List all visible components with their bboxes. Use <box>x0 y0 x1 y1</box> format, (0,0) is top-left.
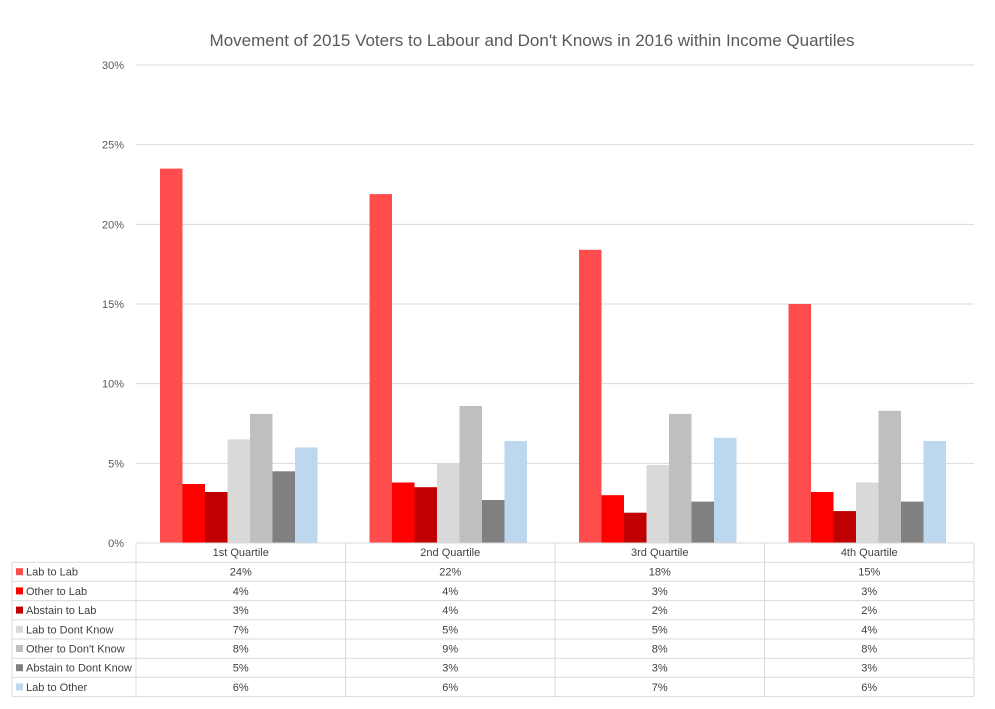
bar <box>691 501 714 543</box>
legend-label: Other to Lab <box>26 586 87 598</box>
bar <box>459 406 482 543</box>
bar <box>579 249 602 544</box>
bar <box>482 500 505 543</box>
bar <box>182 484 205 543</box>
bar <box>369 194 392 543</box>
legend-label: Lab to Lab <box>26 567 78 579</box>
legend-key <box>16 645 23 652</box>
data-label: 3% <box>652 663 668 675</box>
legend-key <box>16 625 23 633</box>
bar <box>624 512 647 543</box>
bar <box>160 168 183 543</box>
bar <box>856 482 879 543</box>
data-label: 3% <box>442 663 458 675</box>
y-tick-label: 10% <box>102 379 124 391</box>
data-label: 8% <box>652 644 668 656</box>
data-label: 2% <box>652 605 668 617</box>
data-label: 4% <box>442 605 458 617</box>
data-label: 7% <box>233 624 249 636</box>
bar <box>788 304 811 543</box>
legend-label: Abstain to Dont Know <box>26 663 132 675</box>
legend-label: Lab to Dont Know <box>26 624 114 636</box>
bar <box>714 437 737 543</box>
data-label: 18% <box>649 567 671 579</box>
category-label: 1st Quartile <box>213 547 269 559</box>
y-tick-label: 20% <box>102 219 124 231</box>
bar <box>601 495 624 543</box>
bar <box>646 464 669 543</box>
legend-key <box>16 606 23 614</box>
data-label: 8% <box>861 644 877 656</box>
bar <box>669 413 692 543</box>
data-label: 3% <box>233 605 249 617</box>
y-tick-label: 25% <box>102 140 124 152</box>
bar <box>295 447 318 543</box>
bar <box>392 482 415 543</box>
data-label: 2% <box>861 605 877 617</box>
bar <box>504 441 527 543</box>
data-label: 5% <box>233 663 249 675</box>
data-label: 22% <box>439 567 461 579</box>
y-axis: 0% 5% 10% 15% 20% 25% 30% <box>102 60 124 550</box>
data-label: 5% <box>652 624 668 636</box>
bar <box>901 501 924 543</box>
bar <box>878 410 901 543</box>
data-table: 1st Quartile 2nd Quartile 3rd Quartile 4th … <box>11 542 975 698</box>
bar <box>833 511 856 543</box>
bar <box>437 463 460 543</box>
data-label: 3% <box>652 586 668 598</box>
data-label: 8% <box>233 644 249 656</box>
data-label: 15% <box>858 567 880 579</box>
y-tick-label: 5% <box>108 458 124 470</box>
data-label: 9% <box>442 644 458 656</box>
data-label: 6% <box>233 682 249 694</box>
data-label: 4% <box>442 586 458 598</box>
bar <box>250 413 273 543</box>
data-label: 4% <box>233 586 249 598</box>
bar <box>811 492 834 543</box>
data-label: 7% <box>652 682 668 694</box>
bars <box>160 168 946 544</box>
legend-key <box>16 664 23 672</box>
data-label: 4% <box>861 624 877 636</box>
legend-label: Lab to Other <box>26 682 87 694</box>
gridlines <box>136 64 974 464</box>
legend-label: Other to Don't Know <box>26 644 125 656</box>
category-label: 2nd Quartile <box>420 547 480 559</box>
category-label: 4th Quartile <box>841 547 898 559</box>
data-label: 5% <box>442 624 458 636</box>
bar <box>205 492 228 543</box>
legend-key <box>16 568 23 576</box>
data-label: 3% <box>861 663 877 675</box>
y-tick-label: 0% <box>108 538 124 550</box>
legend-label: Abstain to Lab <box>26 605 96 617</box>
legend-key <box>16 587 23 595</box>
y-tick-label: 30% <box>102 60 124 72</box>
bar <box>272 471 295 543</box>
data-label: 6% <box>861 682 877 694</box>
legend-key <box>16 683 23 691</box>
bar <box>414 487 437 543</box>
y-tick-label: 15% <box>102 299 124 311</box>
data-label: 6% <box>442 682 458 694</box>
bar <box>923 441 946 543</box>
bar <box>227 439 250 543</box>
data-label: 24% <box>230 567 252 579</box>
category-label: 3rd Quartile <box>631 547 688 559</box>
data-label: 3% <box>861 586 877 598</box>
chart-title: Movement of 2015 Voters to Labour and Do… <box>210 31 855 50</box>
